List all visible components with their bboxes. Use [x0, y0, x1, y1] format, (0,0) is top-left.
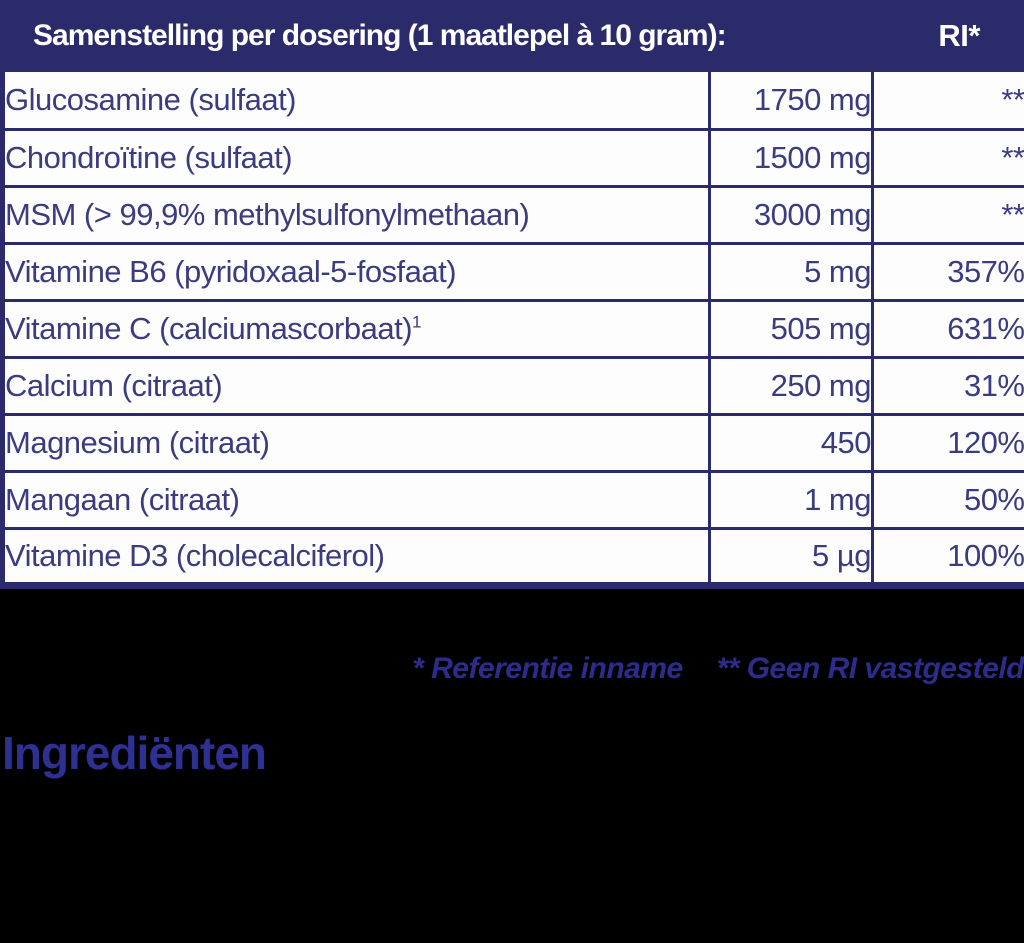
table-row: Vitamine D3 (cholecalciferol) 5 µg 100%	[2, 526, 1024, 587]
ri-column-header: RI*	[938, 18, 980, 53]
ingredient-name: Vitamine B6 (pyridoxaal-5-fosfaat)	[2, 241, 711, 302]
ingredient-name: Vitamine C (calciumascorbaat)1	[2, 298, 711, 359]
ingredient-amount: 450	[708, 412, 874, 473]
ingredients-heading: Ingrediënten	[2, 727, 267, 779]
ingredient-amount: 3000 mg	[708, 184, 874, 245]
ingredient-amount: 1 mg	[708, 469, 874, 530]
ingredient-name: Magnesium (citraat)	[2, 412, 711, 473]
ingredient-name: Chondroïtine (sulfaat)	[2, 127, 711, 188]
footnote-no-ri: ** Geen RI vastgesteld	[716, 652, 1024, 685]
ingredient-name: Calcium (citraat)	[2, 355, 711, 416]
ingredient-amount: 1750 mg	[708, 72, 874, 131]
ingredient-name: Mangaan (citraat)	[2, 469, 711, 530]
ingredient-ri: 31%	[871, 355, 1024, 416]
footnotes-line: * Referentie inname ** Geen RI vastgeste…	[0, 652, 1024, 686]
footnote-ri: * Referentie inname	[412, 652, 683, 685]
table-row: Glucosamine (sulfaat) 1750 mg **	[2, 72, 1024, 131]
table-row: Mangaan (citraat) 1 mg 50%	[2, 469, 1024, 530]
ingredient-ri: 100%	[871, 526, 1024, 587]
ingredient-ri: 50%	[871, 469, 1024, 530]
table-row: MSM (> 99,9% methylsulfonylmethaan) 3000…	[2, 184, 1024, 245]
table-row: Calcium (citraat) 250 mg 31%	[2, 355, 1024, 416]
ingredient-ri: 631%	[871, 298, 1024, 359]
ingredient-ri: 120%	[871, 412, 1024, 473]
ingredient-amount: 250 mg	[708, 355, 874, 416]
ingredient-amount: 505 mg	[708, 298, 874, 359]
ingredient-name-text: Vitamine C (calciumascorbaat)	[5, 310, 413, 346]
ingredient-ri: **	[871, 184, 1024, 245]
ingredient-amount: 5 µg	[708, 526, 874, 587]
composition-table: Glucosamine (sulfaat) 1750 mg ** Chondro…	[0, 72, 1024, 589]
ingredient-ri: 357%	[871, 241, 1024, 302]
footnote-ref: 1	[412, 312, 422, 332]
table-title: Samenstelling per dosering (1 maatlepel …	[33, 19, 727, 52]
ingredient-name: Glucosamine (sulfaat)	[2, 72, 711, 131]
table-row: Vitamine B6 (pyridoxaal-5-fosfaat) 5 mg …	[2, 241, 1024, 302]
ingredient-ri: **	[871, 72, 1024, 131]
table-row: Chondroïtine (sulfaat) 1500 mg **	[2, 127, 1024, 188]
table-row: Magnesium (citraat) 450 120%	[2, 412, 1024, 473]
ingredient-name: MSM (> 99,9% methylsulfonylmethaan)	[2, 184, 711, 245]
table-row: Vitamine C (calciumascorbaat)1 505 mg 63…	[2, 298, 1024, 359]
ingredient-name: Vitamine D3 (cholecalciferol)	[2, 526, 711, 587]
ingredient-amount: 1500 mg	[708, 127, 874, 188]
ingredient-ri: **	[871, 127, 1024, 188]
ingredient-amount: 5 mg	[708, 241, 874, 302]
table-header-bar: Samenstelling per dosering (1 maatlepel …	[0, 0, 1024, 72]
